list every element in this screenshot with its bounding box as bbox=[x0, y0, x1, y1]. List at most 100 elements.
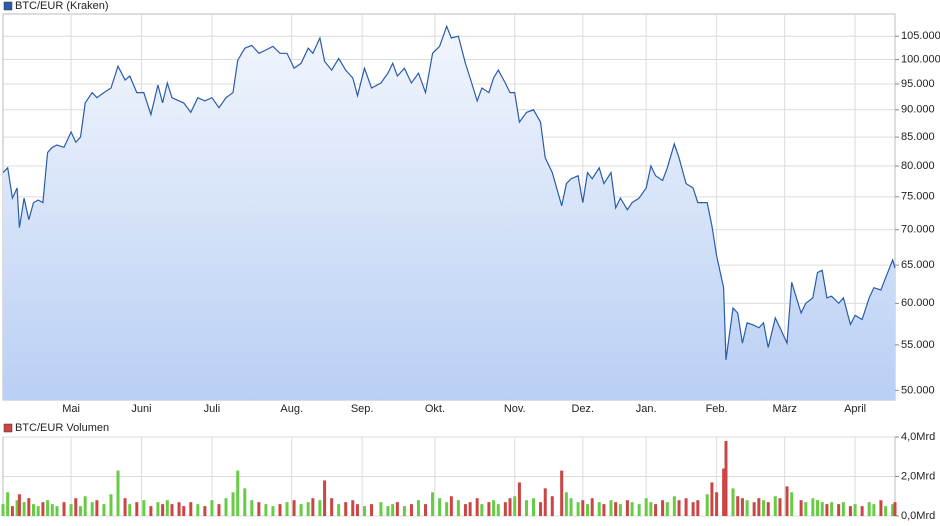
y-tick-label: 60.000 bbox=[901, 297, 935, 309]
volume-bar bbox=[250, 500, 254, 516]
volume-bar bbox=[825, 504, 829, 516]
volume-bar bbox=[710, 482, 714, 516]
volume-bar bbox=[853, 504, 857, 516]
volume-bar bbox=[487, 502, 491, 516]
volume-bar bbox=[785, 486, 789, 516]
volume-bar bbox=[879, 500, 883, 516]
volume-bar bbox=[109, 494, 113, 516]
volume-bar bbox=[564, 492, 568, 516]
volume-bar bbox=[362, 506, 366, 516]
y-tick-label: 55.000 bbox=[901, 339, 935, 351]
y-tick-label: 85.000 bbox=[901, 131, 935, 143]
x-tick-label: Nov. bbox=[504, 403, 526, 415]
y-tick-label: 95.000 bbox=[901, 78, 935, 90]
volume-bar bbox=[196, 504, 200, 516]
volume-bar bbox=[32, 504, 36, 516]
volume-bar bbox=[337, 504, 341, 516]
volume-bar bbox=[149, 506, 153, 516]
y-tick-label: 70.000 bbox=[901, 224, 935, 236]
volume-bar bbox=[752, 502, 756, 516]
volume-bar bbox=[351, 500, 355, 516]
volume-bar bbox=[386, 506, 390, 516]
volume-bar bbox=[513, 496, 517, 516]
legend-swatch bbox=[3, 1, 13, 11]
volume-bar bbox=[170, 504, 174, 516]
volume-bar bbox=[722, 468, 726, 516]
x-tick-label: Mai bbox=[62, 403, 80, 415]
volume-bar bbox=[69, 504, 73, 516]
volume-bar bbox=[517, 482, 521, 516]
volume-bar bbox=[344, 502, 348, 516]
x-tick-label: Okt. bbox=[425, 403, 445, 415]
volume-bar bbox=[83, 496, 87, 516]
x-tick-label: März bbox=[772, 403, 796, 415]
volume-bar bbox=[370, 504, 374, 516]
volume-bar bbox=[431, 492, 435, 516]
volume-bar bbox=[402, 506, 406, 516]
volume-bar bbox=[691, 502, 695, 516]
price-line bbox=[2, 24, 896, 360]
volume-bar bbox=[649, 502, 653, 516]
volume-bar bbox=[379, 502, 383, 516]
volume-bar bbox=[560, 470, 564, 516]
volume-bar bbox=[790, 492, 794, 516]
volume-bar bbox=[156, 502, 160, 516]
volume-bar bbox=[355, 504, 359, 516]
volume-bar bbox=[463, 504, 467, 516]
volume-bar bbox=[116, 470, 120, 516]
volume-bar bbox=[841, 502, 845, 516]
volume-bar bbox=[161, 504, 165, 516]
volume-bar bbox=[524, 500, 528, 516]
volume-bar bbox=[135, 502, 139, 516]
volume-bar bbox=[837, 504, 841, 516]
volume-bar bbox=[891, 504, 895, 516]
volume-bar bbox=[95, 500, 99, 516]
volume-bar bbox=[539, 502, 543, 516]
volume-bar bbox=[74, 498, 78, 516]
volume-bar bbox=[644, 498, 648, 516]
volume-bar bbox=[860, 506, 864, 516]
volume-bar bbox=[264, 504, 268, 516]
volume-bar bbox=[278, 504, 282, 516]
volume-bar bbox=[306, 502, 310, 516]
volume-bar bbox=[17, 494, 21, 516]
x-tick-label: Feb. bbox=[706, 403, 728, 415]
volume-bar bbox=[778, 498, 782, 516]
volume-bar bbox=[409, 504, 413, 516]
volume-bar bbox=[142, 500, 146, 516]
x-tick-label: April bbox=[844, 403, 866, 415]
volume-bar bbox=[590, 498, 594, 516]
volume-bar bbox=[50, 504, 54, 516]
volume-bar bbox=[576, 502, 580, 516]
volume-bar bbox=[210, 500, 214, 516]
volume-bar bbox=[757, 498, 761, 516]
volume-bar bbox=[456, 500, 460, 516]
y-tick-label: 90.000 bbox=[901, 104, 935, 116]
volume-bar bbox=[323, 480, 327, 516]
volume-bar bbox=[15, 500, 19, 516]
volume-bar bbox=[445, 502, 449, 516]
volume-bar bbox=[503, 502, 507, 516]
y-tick-label: 2,0Mrd bbox=[901, 470, 935, 482]
volume-bar bbox=[27, 498, 31, 516]
volume-bar bbox=[182, 506, 186, 516]
x-tick-label: Juni bbox=[131, 403, 151, 415]
volume-bar bbox=[123, 498, 127, 516]
volume-bar bbox=[665, 502, 669, 516]
volume-bar bbox=[395, 502, 399, 516]
x-tick-label: Dez. bbox=[571, 403, 594, 415]
volume-bar bbox=[884, 506, 888, 516]
volume-bar bbox=[165, 500, 169, 516]
volume-bar bbox=[299, 504, 303, 516]
volume-bar bbox=[236, 470, 240, 516]
volume-bar bbox=[480, 504, 484, 516]
volume-bar bbox=[661, 500, 665, 516]
volume-bar bbox=[705, 494, 709, 516]
volume-bar bbox=[231, 492, 235, 516]
volume-bar bbox=[46, 500, 50, 516]
volume-bar bbox=[508, 498, 512, 516]
volume-bar bbox=[677, 500, 681, 516]
volume-bar bbox=[55, 506, 59, 516]
volume-bar bbox=[102, 504, 106, 516]
volume-bar bbox=[416, 500, 420, 516]
